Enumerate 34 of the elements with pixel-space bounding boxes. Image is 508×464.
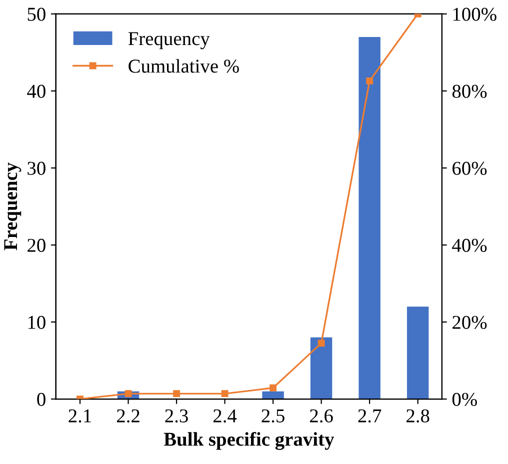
y2-tick-label: 60%: [452, 162, 487, 175]
y2-tick-label: 40%: [452, 238, 487, 252]
bar: [358, 37, 380, 400]
x-axis-title: Bulk specific gravity: [164, 432, 334, 450]
y2-tick-label: 20%: [452, 316, 487, 330]
x-tick-label: 2.1: [68, 409, 91, 423]
y-tick-label: 30: [28, 162, 46, 175]
y2-tick-label: 0%: [452, 392, 477, 406]
point: [318, 340, 325, 347]
y-tick-label: 20: [28, 238, 46, 252]
y-tick-label: 0: [37, 392, 46, 406]
bar: [406, 306, 429, 400]
legend-label: Frequency: [128, 32, 210, 50]
y-tick-label: 50: [28, 8, 46, 21]
point: [124, 390, 132, 398]
legend-label: Cumulative %: [128, 59, 239, 73]
y-tick-label: 10: [28, 316, 46, 329]
x-tick-label: 2.4: [213, 409, 237, 423]
y-tick-label: 40: [27, 84, 46, 98]
x-tick-label: 2.5: [262, 409, 284, 423]
x-tick-label: 2.8: [406, 409, 430, 423]
x-tick-label: 2.7: [358, 409, 382, 423]
y2-tick-label: 100%: [453, 8, 496, 21]
bar: [262, 391, 284, 400]
x-tick-label: 2.6: [310, 409, 333, 423]
point: [221, 390, 228, 398]
y2-tick-label: 80%: [452, 84, 487, 98]
point: [366, 77, 374, 84]
bar: [310, 337, 332, 400]
x-tick-label: 2.3: [165, 409, 188, 423]
point: [173, 390, 180, 398]
point: [270, 384, 277, 392]
x-tick-label: 2.2: [116, 409, 140, 423]
y-axis-title: Frequency: [4, 162, 22, 250]
